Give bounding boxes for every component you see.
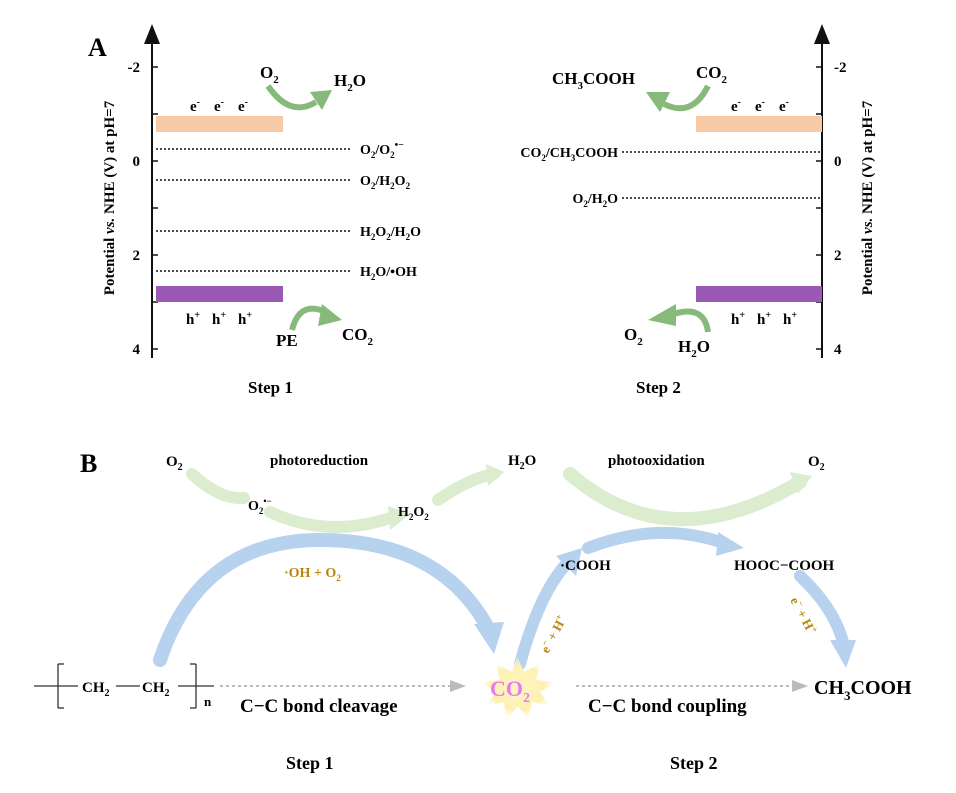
right-tick-label: -2	[834, 60, 847, 76]
step1-electrons: e- e- e-	[190, 97, 248, 115]
panel-a-step1-title: Step 1	[248, 378, 293, 397]
right-tick-label: 4	[834, 342, 842, 358]
left-tick-label: 4	[133, 342, 141, 358]
electron-label: e-	[755, 97, 765, 115]
blue-arrowhead	[830, 640, 856, 668]
green-arrowhead	[790, 472, 812, 494]
right-axis-title: Potential vs. NHE (V) at pH=7	[860, 100, 876, 295]
hole-label: h+	[186, 310, 200, 328]
b-acetic-acid: CH3COOH	[814, 677, 912, 703]
b-h2o: H2O	[508, 453, 536, 472]
step2-top-arrow	[662, 84, 711, 112]
level-label-o2-h2o2: O2/H2O2	[360, 174, 411, 191]
polyethylene-structure	[34, 663, 214, 709]
hole-label: h+	[783, 310, 797, 328]
left-tick-label: 0	[133, 154, 141, 170]
b-o2-right: O2	[808, 454, 825, 473]
electron-label: e-	[731, 97, 741, 115]
step2-co2-reactant: CO2	[696, 63, 728, 86]
step2-bottom-arrowhead	[648, 304, 676, 326]
hole-label: h+	[731, 310, 745, 328]
b-photoreduction: photoreduction	[270, 453, 369, 469]
step1-top-arrowhead	[310, 90, 332, 110]
step1-level-lines	[156, 148, 352, 272]
step2-acetic-product: CH3COOH	[552, 69, 635, 92]
step2-holes: h+ h+ h+	[731, 310, 797, 328]
step1-holes: h+ h+ h+	[186, 310, 252, 328]
pe-ch2-second: CH2	[142, 680, 170, 699]
co2-burst-icon	[480, 656, 556, 720]
pe-repeat-n: n	[204, 694, 212, 709]
b-oh-o2: ·OH + O2	[284, 566, 341, 583]
b-photooxidation: photooxidation	[608, 453, 705, 469]
b-oxalic: HOOC−COOH	[734, 558, 835, 574]
b-cleavage-label: C−C bond cleavage	[240, 696, 398, 717]
level-label-co2-acetic: CO2/CH3COOH	[520, 146, 618, 163]
green-arrowhead	[486, 464, 504, 486]
step1-pe-reactant: PE	[276, 331, 298, 350]
blue-arrowhead	[474, 622, 504, 654]
b-o2-left: O2	[166, 454, 183, 473]
b-superoxide: O2•−	[248, 496, 272, 516]
blue-arrowhead	[716, 532, 744, 556]
level-label-o2-h2o: O2/H2O	[572, 192, 618, 209]
step2-electrons: e- e- e-	[731, 97, 789, 115]
panel-a-label: A	[88, 33, 107, 62]
b-co2-center: CO2	[490, 676, 530, 706]
step1-h2o-product: H2O	[334, 71, 366, 94]
step2-h2o-reactant: H2O	[678, 337, 710, 360]
level-label-h2o2-h2o: H2O2/H2O	[360, 225, 421, 242]
left-tick-label: -2	[128, 60, 141, 76]
step1-bottom-arrowhead	[318, 304, 342, 326]
hole-label: h+	[238, 310, 252, 328]
step1-valence-band	[156, 286, 283, 302]
level-label-o2-superoxide: O2/O2•−	[360, 140, 404, 160]
electron-label: e-	[190, 97, 200, 115]
hole-label: h+	[212, 310, 226, 328]
step2-top-arrowhead	[646, 92, 670, 112]
b-h2o2: H2O2	[398, 505, 429, 522]
left-axis-title: Potential vs. NHE (V) at pH=7	[102, 100, 118, 295]
b-step1-title: Step 1	[286, 753, 334, 773]
step2-conduction-band	[696, 116, 822, 132]
panel-b-label: B	[80, 449, 97, 478]
blue-arrowhead	[556, 548, 582, 576]
step1-co2-product: CO2	[342, 325, 374, 348]
electron-label: e-	[779, 97, 789, 115]
electron-label: e-	[238, 97, 248, 115]
left-tick-label: 2	[133, 248, 141, 264]
step2-valence-band	[696, 286, 822, 302]
step1-o2-reactant: O2	[260, 63, 279, 86]
green-arrowhead	[388, 506, 410, 530]
hole-label: h+	[757, 310, 771, 328]
green-cycle-arrows	[186, 467, 807, 533]
b-cooh: ·COOH	[560, 558, 611, 574]
right-tick-label: 0	[834, 154, 842, 170]
pe-ch2-first: CH2	[82, 680, 110, 699]
b-step2-title: Step 2	[670, 753, 718, 773]
step1-top-arrow	[265, 84, 318, 111]
step1-conduction-band	[156, 116, 283, 132]
b-coupling-label: C−C bond coupling	[588, 696, 747, 717]
panel-a-step2-title: Step 2	[636, 378, 681, 397]
step2-o2-product: O2	[624, 325, 643, 348]
level-label-h2o-oh: H2O/•OH	[360, 265, 417, 282]
b-eh-left: e− + H+	[537, 612, 570, 655]
electron-label: e-	[214, 97, 224, 115]
left-axis-ticks	[152, 66, 158, 350]
step2-level-lines	[622, 151, 820, 199]
right-tick-label: 2	[834, 248, 842, 264]
blue-pathway-arrows	[153, 526, 850, 670]
